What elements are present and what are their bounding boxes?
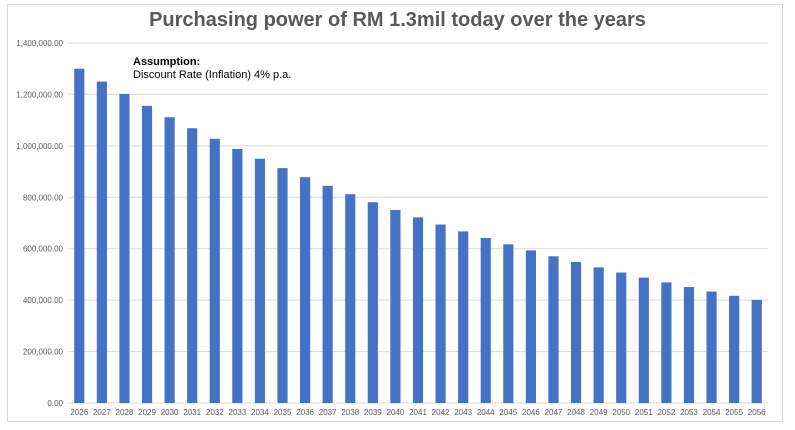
x-tick-label: 2039 bbox=[364, 408, 382, 417]
bar-2034 bbox=[254, 158, 266, 403]
x-tick-label: 2048 bbox=[567, 408, 585, 417]
x-tick-label: 2032 bbox=[206, 408, 224, 417]
assumption-text: Discount Rate (Inflation) 4% p.a. bbox=[133, 69, 292, 81]
x-tick-label: 2028 bbox=[116, 408, 134, 417]
x-axis-ticks: 2026 2027 2028 2029 2030 2031 2032 2033 2034 2035… bbox=[70, 408, 766, 417]
x-tick-label: 2030 bbox=[161, 408, 179, 417]
y-tick-label: 1,200,000.00 bbox=[16, 90, 63, 99]
x-tick-label: 2035 bbox=[274, 408, 292, 417]
bar-2026 bbox=[74, 68, 85, 403]
bar-2056 bbox=[751, 299, 762, 403]
bar-series bbox=[74, 68, 762, 404]
x-tick-label: 2029 bbox=[138, 408, 156, 417]
x-tick-label: 2053 bbox=[680, 408, 698, 417]
x-tick-label: 2033 bbox=[228, 408, 246, 417]
bar-2055 bbox=[729, 295, 740, 403]
x-tick-label: 2051 bbox=[635, 408, 653, 417]
x-tick-label: 2056 bbox=[748, 408, 766, 417]
x-tick-label: 2040 bbox=[387, 408, 405, 417]
y-tick-label: 800,000.00 bbox=[23, 193, 64, 202]
x-tick-label: 2054 bbox=[703, 408, 721, 417]
y-tick-label: 1,000,000.00 bbox=[16, 142, 63, 151]
bar-2031 bbox=[187, 128, 198, 403]
bar-2033 bbox=[232, 148, 243, 403]
bar-2051 bbox=[638, 277, 649, 403]
bar-2029 bbox=[141, 105, 153, 403]
x-tick-label: 2041 bbox=[409, 408, 427, 417]
x-tick-label: 2049 bbox=[590, 408, 608, 417]
x-tick-label: 2045 bbox=[499, 408, 517, 417]
bar-2047 bbox=[548, 256, 559, 403]
x-tick-label: 2046 bbox=[522, 408, 540, 417]
bar-2046 bbox=[525, 250, 536, 403]
y-axis-ticks: 0.00 200,000.00 400,000.00 600,000.00 800,00… bbox=[16, 39, 63, 408]
x-tick-label: 2047 bbox=[545, 408, 563, 417]
x-tick-label: 2036 bbox=[296, 408, 314, 417]
bar-2043 bbox=[458, 231, 469, 403]
bar-2045 bbox=[503, 244, 514, 403]
bar-2027 bbox=[96, 81, 107, 404]
bar-2032 bbox=[209, 138, 220, 403]
x-tick-label: 2026 bbox=[70, 408, 88, 417]
y-tick-label: 200,000.00 bbox=[23, 348, 64, 357]
bar-2037 bbox=[322, 185, 333, 403]
x-tick-label: 2042 bbox=[432, 408, 450, 417]
assumption-heading: Assumption: bbox=[133, 56, 201, 68]
x-tick-label: 2044 bbox=[477, 408, 495, 417]
x-tick-label: 2037 bbox=[319, 408, 337, 417]
bar-2048 bbox=[570, 261, 582, 403]
bar-2040 bbox=[390, 209, 401, 403]
x-tick-label: 2050 bbox=[612, 408, 630, 417]
x-tick-label: 2038 bbox=[341, 408, 359, 417]
bar-2054 bbox=[706, 291, 717, 403]
bar-2044 bbox=[480, 237, 491, 403]
bar-2028 bbox=[119, 93, 130, 403]
y-tick-label: 0.00 bbox=[47, 399, 63, 408]
bar-2030 bbox=[164, 117, 175, 404]
bar-2036 bbox=[300, 177, 311, 403]
x-tick-label: 2034 bbox=[251, 408, 269, 417]
x-tick-label: 2055 bbox=[725, 408, 743, 417]
y-tick-label: 600,000.00 bbox=[23, 245, 64, 254]
bar-2042 bbox=[435, 224, 446, 403]
bar-2041 bbox=[412, 217, 424, 403]
bar-2038 bbox=[345, 194, 356, 403]
bar-2039 bbox=[367, 202, 378, 403]
bar-2052 bbox=[661, 282, 672, 403]
chart-title: Purchasing power of RM 1.3mil today over… bbox=[149, 9, 646, 31]
x-tick-label: 2043 bbox=[454, 408, 472, 417]
bar-2049 bbox=[593, 267, 604, 403]
x-tick-label: 2027 bbox=[93, 408, 111, 417]
assumption-note: Assumption: Discount Rate (Inflation) 4%… bbox=[133, 56, 291, 82]
bar-2050 bbox=[616, 272, 627, 403]
bar-2053 bbox=[683, 287, 695, 403]
x-tick-label: 2031 bbox=[183, 408, 201, 417]
y-tick-label: 1,400,000.00 bbox=[16, 39, 63, 48]
bar-2035 bbox=[277, 168, 288, 403]
y-tick-label: 400,000.00 bbox=[23, 296, 64, 305]
x-tick-label: 2052 bbox=[657, 408, 675, 417]
